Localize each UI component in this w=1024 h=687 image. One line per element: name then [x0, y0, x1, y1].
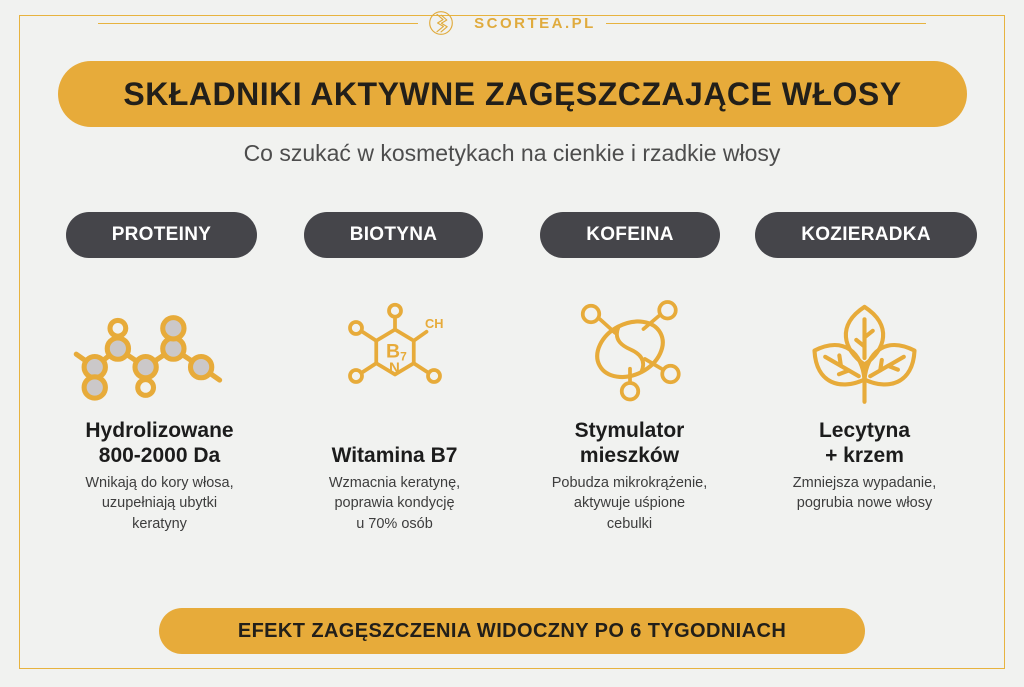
svg-text:CH: CH — [425, 316, 443, 331]
svg-text:N: N — [389, 359, 400, 376]
